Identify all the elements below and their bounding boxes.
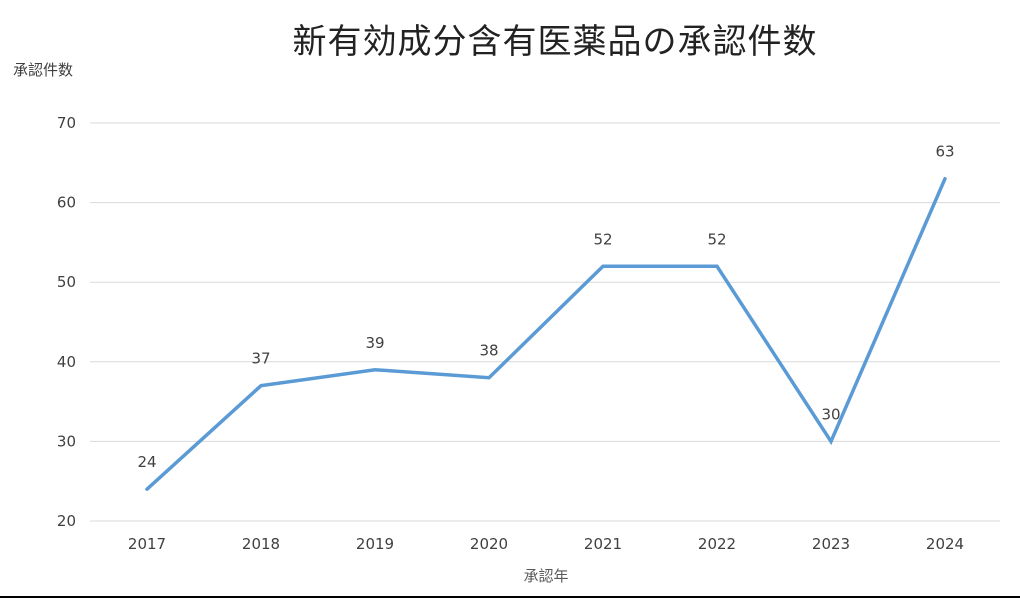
data-label: 24 <box>137 453 156 471</box>
y-axis-ticks: 20 30 40 50 60 70 <box>57 114 76 530</box>
chart-title: 新有効成分含有医薬品の承認件数 <box>292 22 818 62</box>
data-label: 38 <box>479 342 498 360</box>
y-tick-label: 60 <box>57 194 76 212</box>
data-label: 52 <box>707 230 726 248</box>
data-label: 63 <box>935 143 954 161</box>
bottom-border <box>0 596 1020 598</box>
y-tick-label: 20 <box>57 512 76 530</box>
x-tick-label: 2021 <box>584 535 622 553</box>
x-tick-label: 2020 <box>470 535 508 553</box>
x-tick-label: 2018 <box>242 535 280 553</box>
data-labels: 24 37 39 38 52 52 30 63 <box>137 143 954 471</box>
data-label: 30 <box>821 405 840 423</box>
data-label: 52 <box>593 230 612 248</box>
x-tick-label: 2023 <box>812 535 850 553</box>
x-axis-label: 承認年 <box>523 567 569 585</box>
x-tick-label: 2017 <box>128 535 166 553</box>
y-axis-label: 承認件数 <box>13 61 74 79</box>
x-tick-label: 2022 <box>698 535 736 553</box>
data-label: 37 <box>251 350 270 368</box>
y-tick-label: 50 <box>57 273 76 291</box>
x-tick-label: 2024 <box>926 535 964 553</box>
y-tick-label: 70 <box>57 114 76 132</box>
x-tick-label: 2019 <box>356 535 394 553</box>
y-tick-label: 40 <box>57 353 76 371</box>
x-axis-ticks: 2017 2018 2019 2020 2021 2022 2023 2024 <box>128 535 964 553</box>
y-tick-label: 30 <box>57 432 76 450</box>
gridlines <box>90 122 1000 522</box>
series-line <box>145 176 947 491</box>
data-label: 39 <box>365 334 384 352</box>
